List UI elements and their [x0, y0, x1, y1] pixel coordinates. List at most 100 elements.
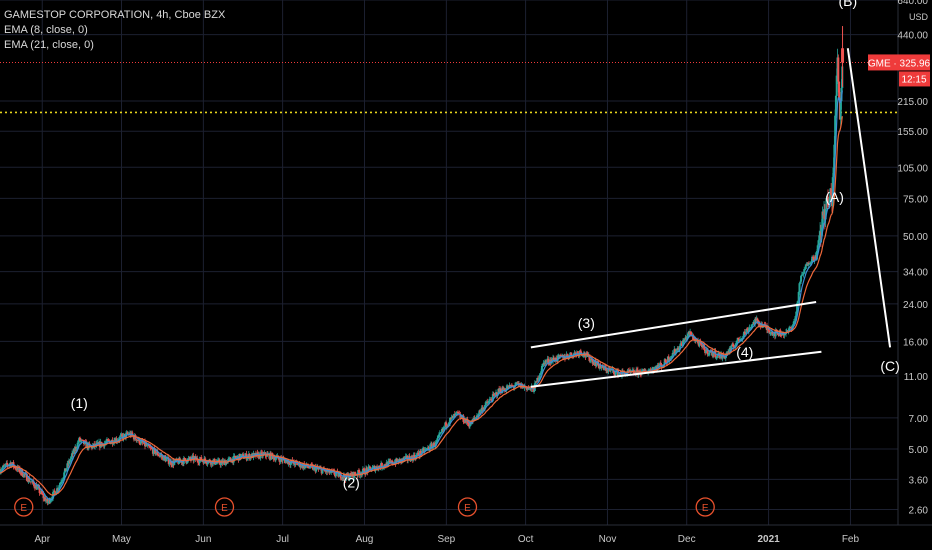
price-tick-label: 3.60	[909, 475, 929, 486]
candle-body	[564, 357, 567, 359]
candle-body	[706, 348, 709, 355]
candle-body	[640, 374, 643, 376]
price-badge-text: GME · 325.96	[868, 58, 931, 69]
candle-body	[197, 460, 200, 463]
candle-body	[751, 323, 754, 325]
candle-body	[493, 394, 496, 396]
candle-body	[745, 329, 748, 334]
candle-body	[25, 474, 28, 481]
candle-body	[743, 331, 746, 334]
candle-body	[334, 473, 337, 476]
candle-body	[535, 381, 538, 383]
candle-body	[437, 436, 440, 439]
candle-body	[643, 369, 646, 372]
candle-body	[214, 464, 217, 466]
candle-body	[841, 48, 845, 63]
candle-body	[437, 434, 440, 437]
candle-body	[501, 387, 504, 394]
candle-body	[60, 482, 63, 484]
chart-title: GAMESTOP CORPORATION, 4h, Cboe BZX	[4, 9, 226, 21]
candle-body	[614, 371, 617, 375]
candle-body	[413, 455, 416, 458]
candle-body	[417, 452, 420, 456]
candle-body	[69, 459, 72, 462]
candle-body	[483, 405, 486, 409]
candle-body	[167, 457, 170, 465]
candle-body	[749, 327, 752, 329]
chart-legend: GAMESTOP CORPORATION, 4h, Cboe BZX EMA (…	[4, 8, 225, 53]
candle-body	[39, 492, 42, 494]
candle-body	[170, 465, 173, 467]
candle-body	[820, 227, 823, 237]
candle-body	[70, 456, 73, 460]
candle-body	[56, 488, 59, 493]
candle-body	[803, 269, 806, 274]
candle-body	[815, 251, 818, 260]
price-tick-label: 105.00	[897, 163, 928, 174]
candle-body	[38, 487, 41, 493]
candle-body	[198, 459, 201, 463]
candle-body	[308, 467, 311, 469]
candle-body	[482, 408, 485, 412]
candle-body	[357, 470, 360, 473]
candle-body	[497, 388, 500, 395]
earnings-marker-label: E	[20, 503, 27, 514]
candle-body	[256, 452, 259, 454]
candle-body	[817, 240, 820, 246]
candle-body	[556, 355, 559, 361]
candle-body	[329, 472, 332, 474]
candle-body	[449, 417, 452, 419]
candle-body	[588, 354, 591, 362]
candle-body	[700, 342, 703, 345]
candle-body	[424, 449, 427, 451]
candle-body	[490, 399, 493, 401]
candle-body	[552, 357, 555, 360]
candle-body	[800, 275, 803, 282]
candle-body	[798, 283, 801, 293]
candle-body	[802, 273, 805, 275]
price-axis[interactable]: 640.00 440.00 215.00 155.00 105.00 75.00 50.00…	[897, 0, 928, 517]
time-axis[interactable]: Apr May Jun Jul Aug Sep Oct Nov Dec 2021 Feb	[34, 534, 859, 545]
candle-body	[315, 468, 318, 472]
candle-body	[449, 417, 452, 423]
candle-body	[378, 465, 381, 467]
candle-body	[533, 390, 536, 392]
candle-body	[63, 472, 66, 478]
candle-body	[44, 497, 47, 502]
candle-body	[594, 360, 597, 367]
candle-body	[433, 443, 436, 447]
candle-body	[246, 457, 249, 460]
candle-body	[677, 348, 680, 351]
candle-body	[474, 417, 477, 419]
candle-body	[446, 425, 449, 427]
candle-body	[58, 484, 61, 488]
candle-body	[333, 471, 336, 475]
candle-body	[106, 439, 109, 441]
candle-body	[438, 433, 441, 435]
candle-body	[771, 331, 774, 336]
candle-body	[365, 468, 368, 470]
candle-body	[716, 356, 719, 358]
candle-body	[32, 480, 35, 484]
candle-body	[79, 437, 82, 442]
candle-body	[777, 333, 780, 335]
candle-body	[4, 464, 7, 466]
candle-body	[75, 447, 78, 449]
candle-body	[468, 423, 471, 427]
candle-body	[42, 494, 45, 499]
candle-body	[830, 188, 833, 196]
trend-lines[interactable]	[530, 48, 892, 388]
candle-body	[550, 359, 553, 364]
time-tick-label: May	[112, 534, 131, 545]
candle-body	[692, 335, 695, 340]
trend-line	[530, 350, 822, 388]
candle-body	[499, 388, 502, 393]
candle-body	[361, 468, 364, 473]
candle-body	[605, 367, 608, 372]
candle-body	[828, 198, 831, 208]
candle-body	[115, 438, 118, 442]
candle-body	[272, 455, 275, 460]
candle-body	[544, 360, 547, 365]
